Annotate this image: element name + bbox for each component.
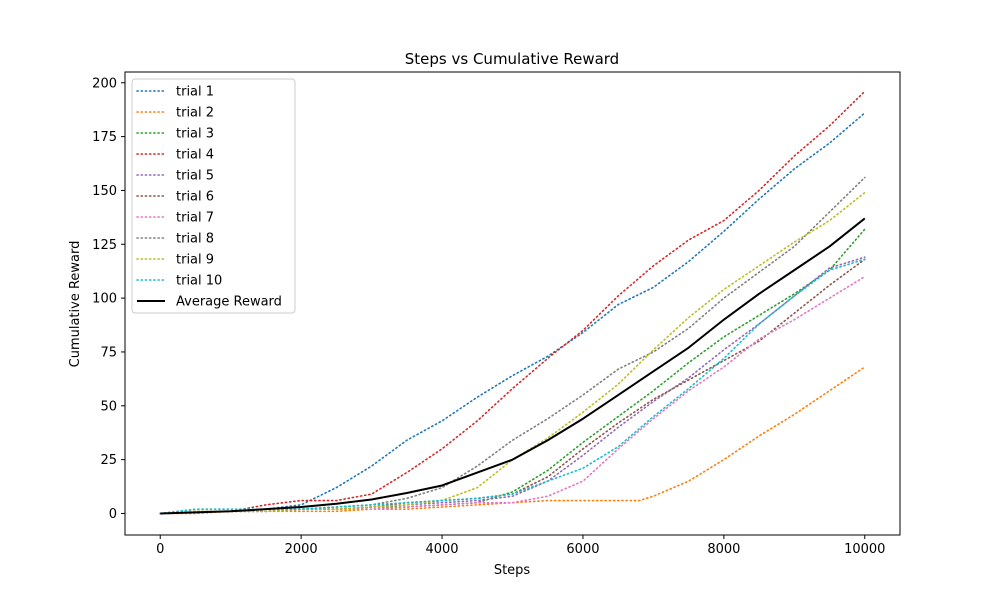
y-axis-title: Cumulative Reward [68, 241, 83, 368]
legend-label: trial 3 [176, 127, 214, 142]
x-tick-label: 8000 [707, 542, 740, 557]
x-axis-title: Steps [494, 563, 531, 578]
legend-label: trial 10 [176, 274, 222, 289]
legend-label: trial 4 [176, 148, 214, 163]
y-tick-label: 0 [109, 507, 117, 522]
y-tick-label: 200 [92, 76, 117, 91]
y-tick-label: 50 [100, 399, 117, 414]
x-axis-ticks: 0 2000 4000 6000 8000 10000 [156, 535, 885, 557]
legend-label: trial 6 [176, 190, 214, 205]
series-lines [159, 90, 866, 515]
legend-label: trial 9 [176, 253, 214, 268]
series-line-average-reward [160, 217, 866, 515]
legend-label: Average Reward [176, 295, 282, 310]
series-line-trial-2 [159, 366, 866, 515]
y-tick-label: 100 [92, 292, 117, 307]
legend-label: trial 1 [176, 85, 214, 100]
series-line-trial-4 [159, 90, 866, 515]
legend-label: trial 2 [176, 106, 214, 121]
y-tick-label: 125 [92, 238, 117, 253]
chart-title: Steps vs Cumulative Reward [405, 50, 619, 68]
legend-box [131, 78, 296, 314]
x-tick-label: 6000 [566, 542, 599, 557]
legend-label: trial 7 [176, 211, 214, 226]
legend: trial 1 trial 2 trial 3 trial 4 trial 5 trial… [131, 78, 296, 314]
x-tick-label: 4000 [425, 542, 458, 557]
y-tick-label: 75 [100, 345, 117, 360]
x-tick-label: 0 [156, 542, 164, 557]
x-tick-label: 2000 [285, 542, 318, 557]
y-tick-label: 175 [92, 130, 117, 145]
y-tick-label: 25 [100, 453, 117, 468]
y-tick-label: 150 [92, 184, 117, 199]
legend-items: trial 1 trial 2 trial 3 trial 4 trial 5 trial… [136, 85, 282, 310]
x-tick-label: 10000 [844, 542, 885, 557]
y-axis-ticks: 0 25 50 75 100 125 150 175 200 [92, 76, 125, 522]
legend-label: trial 5 [176, 169, 214, 184]
legend-label: trial 8 [176, 232, 214, 247]
